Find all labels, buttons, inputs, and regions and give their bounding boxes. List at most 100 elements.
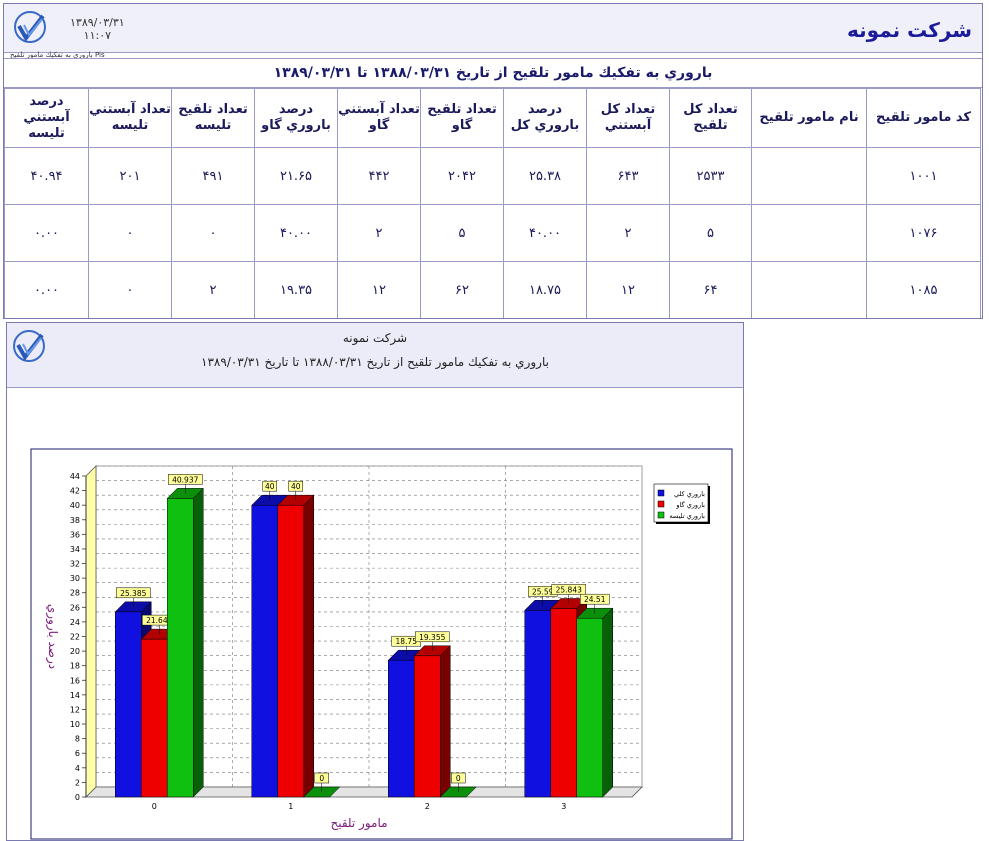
table-cell: ۱۰۰۱ — [866, 147, 981, 205]
column-header[interactable]: درصد آبستني تليسه — [4, 88, 89, 148]
legend-swatch — [657, 511, 665, 519]
y-tick-label: 0 — [75, 793, 80, 802]
table-row[interactable]: ۱۰۰۱ ۲۵۳۳ ۶۴۳ ۲۵.۳۸ ۲۰۴۲ ۴۴۲ ۲۱.۶۵ ۴۹۱ ۲… — [4, 147, 981, 205]
table-header-row: كد مامور تلقيح نام مامور تلقيح تعداد كل … — [4, 88, 981, 148]
chart-side-wall — [85, 465, 97, 798]
column-header[interactable]: تعداد آبستني گاو — [337, 88, 421, 148]
data-label-box — [116, 587, 151, 599]
table-cell: ۲۱.۶۵ — [254, 147, 338, 205]
bar-side — [193, 487, 204, 798]
report-table: كد مامور تلقيح نام مامور تلقيح تعداد كل … — [4, 88, 981, 318]
table-cell: ۴۰.۰۰ — [503, 204, 587, 262]
bar — [550, 608, 577, 798]
table-cell: ۰ — [88, 204, 172, 262]
y-tick-label: 10 — [70, 720, 80, 729]
bar — [251, 504, 278, 798]
table-cell: ۴۹۱ — [171, 147, 255, 205]
y-tick-label: 44 — [70, 472, 80, 481]
legend-label: باروري گاو — [675, 501, 705, 509]
y-tick-label: 42 — [70, 487, 80, 496]
data-label-box — [415, 631, 450, 643]
company-name: شركت نمونه — [847, 18, 972, 42]
table-cell: ۶۴۳ — [586, 147, 670, 205]
y-tick-label: 12 — [70, 705, 80, 714]
table-cell: ۰ — [171, 204, 255, 262]
bar-side — [440, 645, 451, 798]
column-header[interactable]: تعداد كل آبستني — [586, 88, 670, 148]
table-cell: ۶۲ — [420, 261, 504, 318]
column-header[interactable]: تعداد كل تلقيح — [669, 88, 752, 148]
data-label: 21.645 — [146, 616, 172, 625]
company-logo-icon — [13, 330, 45, 362]
data-label-box — [551, 584, 586, 595]
table-cell: ۰.۰۰ — [4, 204, 89, 262]
y-tick-label: 36 — [70, 530, 80, 539]
bar — [414, 655, 441, 798]
bar — [388, 659, 415, 798]
table-cell: ۱۰۸۵ — [866, 261, 981, 318]
column-header[interactable]: درصد باروري كل — [503, 88, 587, 148]
table-cell: ۶۴ — [669, 261, 752, 318]
x-tick-label: 3 — [561, 802, 566, 811]
bar — [576, 617, 603, 798]
table-row[interactable]: ۱۰۷۶ ۵ ۲ ۴۰.۰۰ ۵ ۲ ۴۰.۰۰ ۰ ۰ ۰.۰۰ — [4, 204, 981, 262]
table-row[interactable]: ۱۰۸۵ ۶۴ ۱۲ ۱۸.۷۵ ۶۲ ۱۲ ۱۹.۳۵ ۲ ۰ ۰.۰۰ — [4, 261, 981, 318]
y-tick-label: 22 — [70, 633, 80, 642]
y-tick-label: 2 — [75, 778, 80, 787]
data-label: 0 — [319, 774, 324, 783]
column-header[interactable]: نام مامور تلقيح — [751, 88, 867, 148]
chart-company-name: شركت نمونه — [342, 331, 408, 345]
y-tick-label: 16 — [70, 676, 80, 685]
data-label: 40 — [265, 482, 275, 491]
data-label: 0 — [456, 774, 461, 783]
data-label: 25.385 — [120, 589, 146, 598]
legend-swatch — [657, 489, 665, 497]
table-cell: ۲۰۴۲ — [420, 147, 504, 205]
y-tick-label: 40 — [70, 501, 80, 510]
company-logo-icon — [14, 11, 46, 43]
table-cell — [751, 204, 867, 262]
data-label-box — [314, 772, 329, 784]
report-subtitle: باروري به تفكيك مامور تلقيح Pis — [10, 51, 105, 59]
data-label-box — [580, 593, 610, 605]
chart-panel: شركت نمونه باروري به تفكيك مامور تلقيح ا… — [6, 322, 744, 841]
data-label-box — [288, 480, 303, 492]
table-cell — [751, 261, 867, 318]
column-header[interactable]: درصد باروري گاو — [254, 88, 338, 148]
column-header[interactable]: تعداد تلقيح گاو — [420, 88, 504, 148]
table-cell: ۴۰.۹۴ — [4, 147, 89, 205]
y-tick-label: 32 — [70, 560, 80, 569]
bar-side — [602, 607, 613, 798]
bar-side — [303, 494, 314, 798]
x-tick-label: 0 — [152, 802, 157, 811]
y-tick-label: 8 — [75, 735, 80, 744]
table-cell: ۱۲ — [586, 261, 670, 318]
table-cell — [751, 147, 867, 205]
legend-label: باروري تليسه — [669, 512, 705, 520]
data-label: 40 — [291, 482, 301, 491]
table-cell: ۱۲ — [337, 261, 421, 318]
x-tick-label: 2 — [425, 802, 430, 811]
column-header[interactable]: تعداد آبستني تليسه — [88, 88, 172, 148]
column-header[interactable]: تعداد تلقيح تليسه — [171, 88, 255, 148]
data-label-box — [262, 480, 277, 492]
table-cell: ۱۰۷۶ — [866, 204, 981, 262]
data-label-box — [168, 474, 203, 485]
bar — [277, 504, 304, 798]
table-cell: ۲۵.۳۸ — [503, 147, 587, 205]
table-cell: ۲۵۳۳ — [669, 147, 752, 205]
bar — [524, 610, 551, 798]
y-tick-label: 18 — [70, 662, 80, 671]
table-cell: ۵ — [669, 204, 752, 262]
table-cell: ۲ — [171, 261, 255, 318]
data-label: 25.843 — [556, 585, 582, 594]
data-label: 19.355 — [419, 633, 445, 642]
table-cell: ۰.۰۰ — [4, 261, 89, 318]
column-header[interactable]: كد مامور تلقيح — [866, 88, 981, 148]
y-tick-label: 4 — [75, 764, 80, 773]
bar — [115, 611, 142, 798]
x-axis-label: مامور تلقيح — [330, 816, 387, 831]
x-tick-label: 1 — [288, 802, 293, 811]
legend-swatch — [657, 500, 665, 508]
y-axis-label: درصد باروري — [45, 604, 60, 669]
